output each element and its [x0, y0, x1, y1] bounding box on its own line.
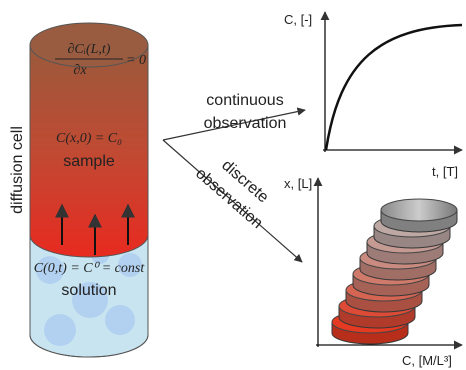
axis-label: C, [M/L³]: [402, 353, 452, 368]
solution-label: solution: [61, 282, 116, 299]
cell-label: diffusion cell: [9, 126, 26, 214]
sample-label: sample: [63, 153, 115, 170]
continuous-label: continuous: [206, 92, 283, 109]
axis-label: C, [-]: [284, 12, 312, 27]
boundary-condition: C(0,t) = C⁰ = const: [34, 261, 146, 276]
bc-rhs: = 0: [126, 53, 146, 68]
initial-condition: C(x,0) = C₀: [56, 131, 122, 146]
continuous-label: observation: [204, 115, 287, 132]
axis-label: t, [T]: [432, 164, 458, 179]
axis-label: x, [L]: [284, 176, 312, 191]
cell: [30, 23, 148, 357]
diagram: diffusion cell ∂Cᵢ(L,t) ∂x = 0 C(x,0) = …: [0, 0, 466, 370]
bc-denominator: ∂x: [73, 63, 87, 78]
bc-numerator: ∂Cᵢ(L,t): [68, 42, 111, 57]
disk-top: [381, 199, 457, 221]
curve: [326, 25, 462, 150]
disk-stack: [332, 199, 457, 344]
